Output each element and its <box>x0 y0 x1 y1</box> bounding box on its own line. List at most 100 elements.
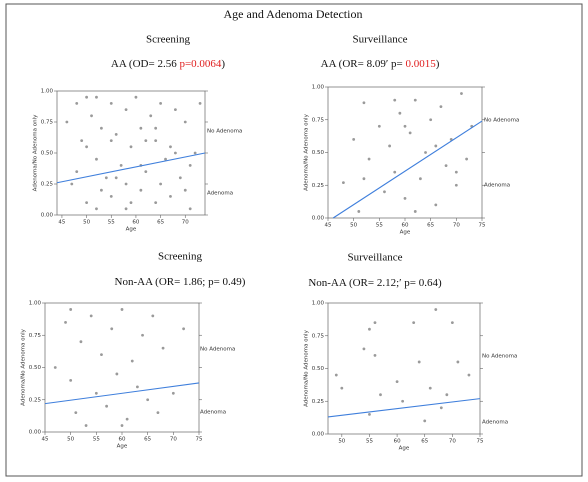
point <box>125 417 129 421</box>
point <box>65 120 69 124</box>
point <box>124 182 128 186</box>
point <box>413 98 417 102</box>
x-tick-label: 65 <box>144 437 151 443</box>
point <box>53 366 57 369</box>
y-tick-label: 0.50 <box>312 150 325 156</box>
point <box>100 353 103 356</box>
point <box>413 210 417 213</box>
point <box>154 139 158 143</box>
point <box>89 314 93 318</box>
point <box>164 157 167 161</box>
x-tick-label: 45 <box>325 223 332 229</box>
point <box>94 391 98 395</box>
x-tick-label: 50 <box>338 439 345 445</box>
x-axis-label: Age <box>126 227 137 233</box>
point <box>161 346 165 350</box>
point <box>368 327 371 331</box>
point <box>362 101 366 105</box>
point <box>105 404 108 408</box>
point <box>95 95 98 99</box>
point <box>357 210 361 213</box>
point <box>434 203 438 207</box>
stat-title-part: p=0.0064 <box>179 58 221 70</box>
point <box>85 95 88 99</box>
point <box>352 138 356 141</box>
point <box>80 139 84 143</box>
point <box>401 399 405 403</box>
x-tick-label: 75 <box>196 437 203 443</box>
point <box>395 380 399 383</box>
point <box>109 195 113 198</box>
stat-title: Non-AA (OR= 2.12;′ p= 0.64) <box>308 277 442 289</box>
y-tick-label: 0.50 <box>29 365 42 371</box>
annotation: No Adenoma <box>484 118 519 124</box>
point <box>169 145 172 149</box>
y-tick-label: 0.25 <box>312 183 325 189</box>
x-tick-label: 50 <box>350 223 357 229</box>
point <box>188 164 192 167</box>
stat-title: Non-AA (OR= 1.86; p= 0.49) <box>115 276 246 288</box>
point <box>188 207 192 211</box>
point <box>169 195 172 198</box>
y-tick-label: 0.00 <box>29 430 42 436</box>
point <box>403 124 407 128</box>
y-tick-label: 0.50 <box>41 151 54 157</box>
point <box>70 182 74 186</box>
point <box>412 321 416 325</box>
point <box>95 157 98 161</box>
x-tick-label: 45 <box>58 220 65 226</box>
x-tick-label: 70 <box>182 220 189 226</box>
panel-heading: Screening <box>158 251 202 263</box>
point <box>388 144 391 148</box>
x-tick-label: 75 <box>477 439 484 445</box>
y-tick-label: 0.00 <box>41 213 54 219</box>
y-tick-label: 0.25 <box>29 397 42 403</box>
point <box>159 102 163 105</box>
x-tick-label: 70 <box>170 437 177 443</box>
x-tick-label: 75 <box>479 223 486 229</box>
point <box>367 157 371 161</box>
panel-heading: Screening <box>146 34 190 46</box>
point <box>198 102 202 105</box>
x-tick-label: 55 <box>376 223 383 229</box>
point <box>129 145 133 149</box>
point <box>156 411 160 415</box>
x-tick-label: 55 <box>366 439 373 445</box>
point <box>428 386 432 390</box>
point <box>373 354 377 357</box>
point <box>439 406 443 410</box>
stat-title-part: 0.0015 <box>405 58 436 70</box>
y-tick-label: 0.25 <box>312 399 325 405</box>
point <box>139 188 143 192</box>
point <box>79 340 83 344</box>
point <box>467 373 471 377</box>
point <box>75 102 79 105</box>
x-tick-label: 45 <box>42 437 49 443</box>
x-tick-label: 65 <box>157 220 164 226</box>
point <box>64 320 67 324</box>
point <box>136 385 139 389</box>
trend-line <box>56 152 206 184</box>
point <box>182 327 186 331</box>
x-axis-label: Age <box>400 230 411 236</box>
point <box>393 98 397 102</box>
point <box>454 170 458 174</box>
point <box>74 411 78 415</box>
stat-title-part: ) <box>221 58 225 70</box>
y-tick-label: 0.75 <box>312 333 325 339</box>
point <box>109 102 113 105</box>
stat-title-part: ) <box>436 58 440 70</box>
y-tick-label: 1.00 <box>312 301 325 307</box>
point <box>90 114 93 118</box>
x-tick-label: 60 <box>402 223 409 229</box>
point <box>75 170 79 174</box>
point <box>149 114 153 118</box>
point <box>114 133 118 136</box>
x-axis-label: Age <box>117 444 128 450</box>
x-tick-label: 70 <box>453 223 460 229</box>
stat-title-part: Non-AA (OR= 2.12;′ p= 0.64) <box>308 277 442 289</box>
point <box>141 333 144 337</box>
point <box>144 139 148 143</box>
y-tick-label: 0.50 <box>312 366 325 372</box>
